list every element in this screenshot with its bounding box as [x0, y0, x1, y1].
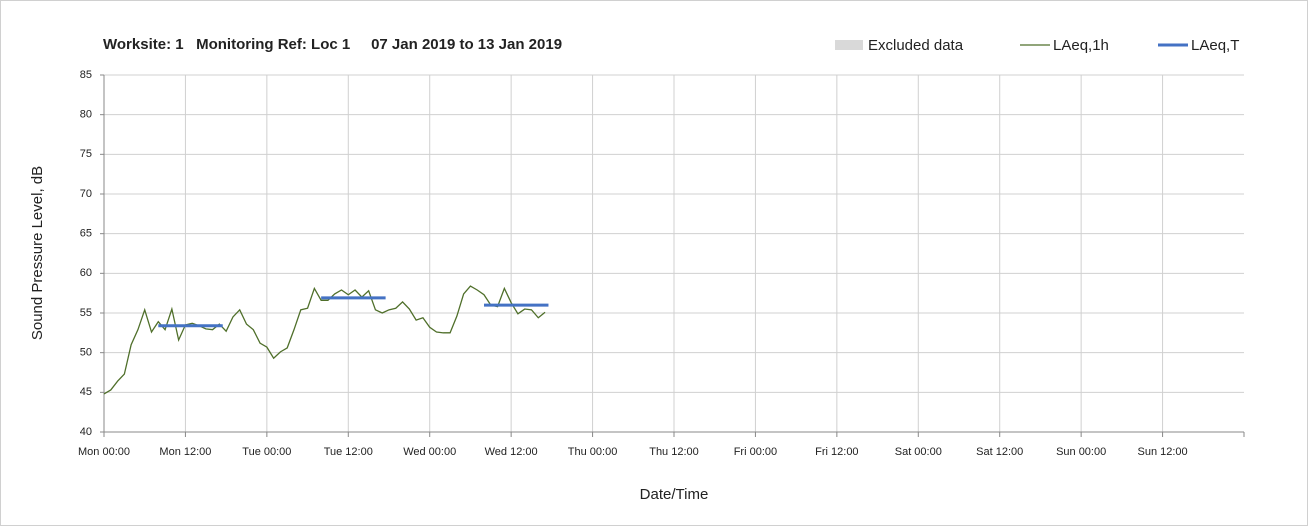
chart-title: Worksite: 1 Monitoring Ref: Loc 1 07 Jan…	[103, 36, 562, 53]
x-tick-label: Sat 00:00	[895, 446, 942, 458]
x-tick-label: Tue 12:00	[324, 446, 373, 458]
y-tick-label: 45	[80, 386, 92, 398]
x-tick-label: Mon 00:00	[78, 446, 130, 458]
y-tick-label: 75	[80, 148, 92, 160]
y-tick-label: 40	[80, 426, 92, 438]
y-axis-label: Sound Pressure Level, dB	[29, 166, 46, 340]
y-tick-label: 55	[80, 307, 92, 319]
x-tick-label: Fri 00:00	[734, 446, 777, 458]
legend-swatch	[835, 40, 863, 50]
x-tick-label: Wed 12:00	[485, 446, 538, 458]
y-tick-label: 70	[80, 188, 92, 200]
y-tick-label: 65	[80, 228, 92, 240]
x-tick-label: Sun 00:00	[1056, 446, 1106, 458]
y-tick-label: 80	[80, 109, 92, 121]
y-tick-label: 50	[80, 347, 92, 359]
x-tick-label: Tue 00:00	[242, 446, 291, 458]
legend-label: LAeq,1h	[1053, 37, 1109, 54]
x-tick-label: Thu 00:00	[568, 446, 618, 458]
x-tick-label: Wed 00:00	[403, 446, 456, 458]
x-axis-label: Date/Time	[640, 486, 709, 503]
x-tick-label: Thu 12:00	[649, 446, 699, 458]
series-line	[103, 285, 546, 395]
x-tick-label: Fri 12:00	[815, 446, 858, 458]
x-tick-label: Mon 12:00	[159, 446, 211, 458]
series-line	[158, 296, 549, 328]
x-tick-label: Sun 12:00	[1137, 446, 1187, 458]
y-tick-label: 85	[80, 69, 92, 81]
y-tick-label: 60	[80, 267, 92, 279]
x-tick-label: Sat 12:00	[976, 446, 1023, 458]
legend-label: LAeq,T	[1191, 37, 1239, 54]
legend-label: Excluded data	[868, 37, 964, 54]
